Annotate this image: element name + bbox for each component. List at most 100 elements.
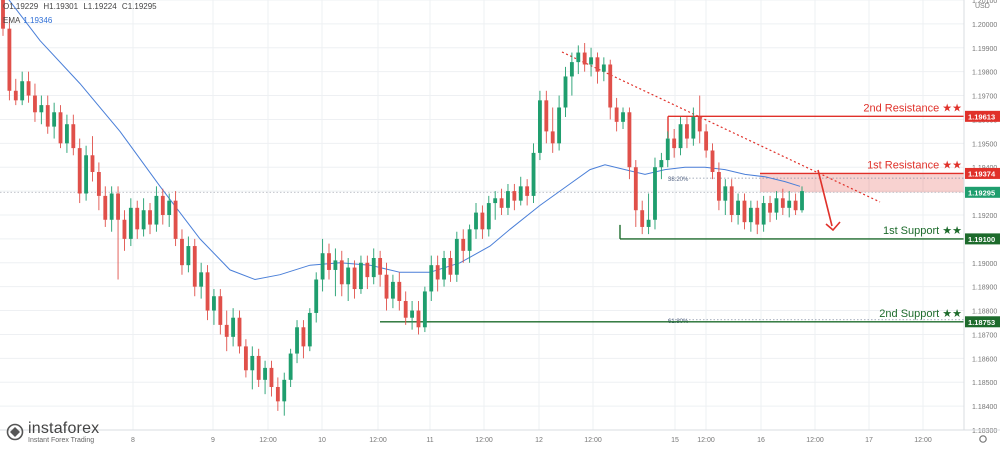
candle (422, 286, 427, 333)
candle-body (410, 310, 415, 318)
logo-icon (6, 423, 24, 441)
candle-body (544, 100, 549, 132)
price-axis[interactable]: 1.20100 1.20000 1.19900 1.19800 1.19700 1.196… (963, 0, 1000, 435)
candle (563, 66, 568, 118)
candle (378, 250, 383, 287)
candle-body (109, 193, 114, 220)
candle-body (704, 131, 709, 151)
candle (723, 179, 728, 215)
candle-body (20, 81, 25, 101)
candle-body (212, 296, 216, 311)
candle (218, 289, 223, 335)
candle-body (26, 81, 31, 96)
currency-label: USD (975, 3, 990, 10)
candle (20, 71, 25, 106)
candle-body (512, 191, 517, 201)
candle-body (103, 195, 108, 220)
candle-body (538, 100, 542, 153)
candle (199, 262, 204, 299)
settings-icon[interactable] (979, 435, 987, 443)
x-tick-label: 17 (865, 437, 873, 444)
candle (480, 205, 485, 239)
candle (327, 243, 331, 280)
candle-body (550, 131, 555, 144)
candle (499, 188, 504, 215)
candle (320, 238, 325, 292)
candle-body (135, 207, 140, 230)
annotations: 38.20%61.80% (0, 51, 964, 325)
candle-body (480, 212, 485, 230)
candle (90, 136, 95, 182)
candle-body (263, 367, 267, 380)
time-axis[interactable]: 8 9 12:00 10 12:00 11 12:00 12 12:00 15 12:00 16 12:… (0, 429, 1000, 444)
y-tick-label: 1.20000 (972, 22, 997, 29)
y-tick-label: 1.18600 (972, 356, 997, 363)
candle-body (531, 152, 536, 196)
candle (224, 310, 229, 352)
price-tag-label: 1.19613 (968, 112, 995, 121)
price-tag-label: 1.18753 (968, 318, 995, 327)
candle (205, 265, 210, 321)
candle (429, 255, 434, 301)
candle-body (397, 281, 402, 301)
candle (58, 105, 63, 149)
candle-body (422, 291, 427, 328)
candle (595, 52, 600, 84)
candle-body (224, 324, 229, 337)
candle-body (569, 62, 574, 77)
candle-body (141, 210, 146, 230)
x-tick-label: 10 (318, 437, 326, 444)
candle (192, 238, 197, 297)
arrow-head (825, 221, 841, 232)
candle (410, 301, 415, 330)
ema-legend[interactable]: EMA 1.19346 (3, 16, 52, 25)
candle (697, 95, 702, 144)
candle-body (65, 124, 69, 144)
candle (461, 229, 466, 263)
candle-body (33, 95, 37, 113)
candle-body (13, 90, 18, 101)
candle (486, 195, 491, 237)
candle-body (116, 193, 120, 220)
candle (180, 229, 184, 275)
candle (704, 124, 709, 158)
candle-body (250, 355, 255, 371)
candle-body (467, 229, 472, 251)
candle (582, 43, 587, 72)
candle (77, 138, 82, 204)
high-value: H1.19301 (43, 2, 79, 11)
candle-body (557, 107, 562, 144)
candle (365, 255, 370, 290)
candle-body (237, 317, 242, 347)
candle (742, 193, 747, 230)
candle-body (614, 107, 619, 122)
price-tag-label: 1.19100 (968, 235, 995, 244)
candle-body (716, 172, 721, 201)
trendline (561, 51, 881, 203)
candle-body (793, 200, 798, 211)
candle (352, 260, 357, 299)
candle (672, 129, 677, 158)
candle-body (403, 301, 408, 318)
candle (13, 78, 18, 106)
candle-body (653, 167, 657, 220)
candle-body (180, 238, 184, 266)
price-tag (965, 110, 1000, 122)
candle-body (710, 150, 715, 172)
candle-body (493, 198, 498, 204)
candle-body (45, 105, 50, 127)
candle (26, 71, 31, 103)
candle-body (691, 117, 696, 139)
x-tick-label: 12:00 (697, 437, 715, 444)
candle-body (621, 112, 625, 122)
candle (416, 301, 421, 335)
candle (601, 57, 606, 82)
candle-body (275, 387, 280, 402)
x-tick-label: 12:00 (259, 437, 277, 444)
candle (774, 191, 779, 220)
candle (346, 258, 351, 301)
candle (295, 320, 299, 364)
candle (103, 186, 108, 227)
candle (608, 59, 613, 120)
